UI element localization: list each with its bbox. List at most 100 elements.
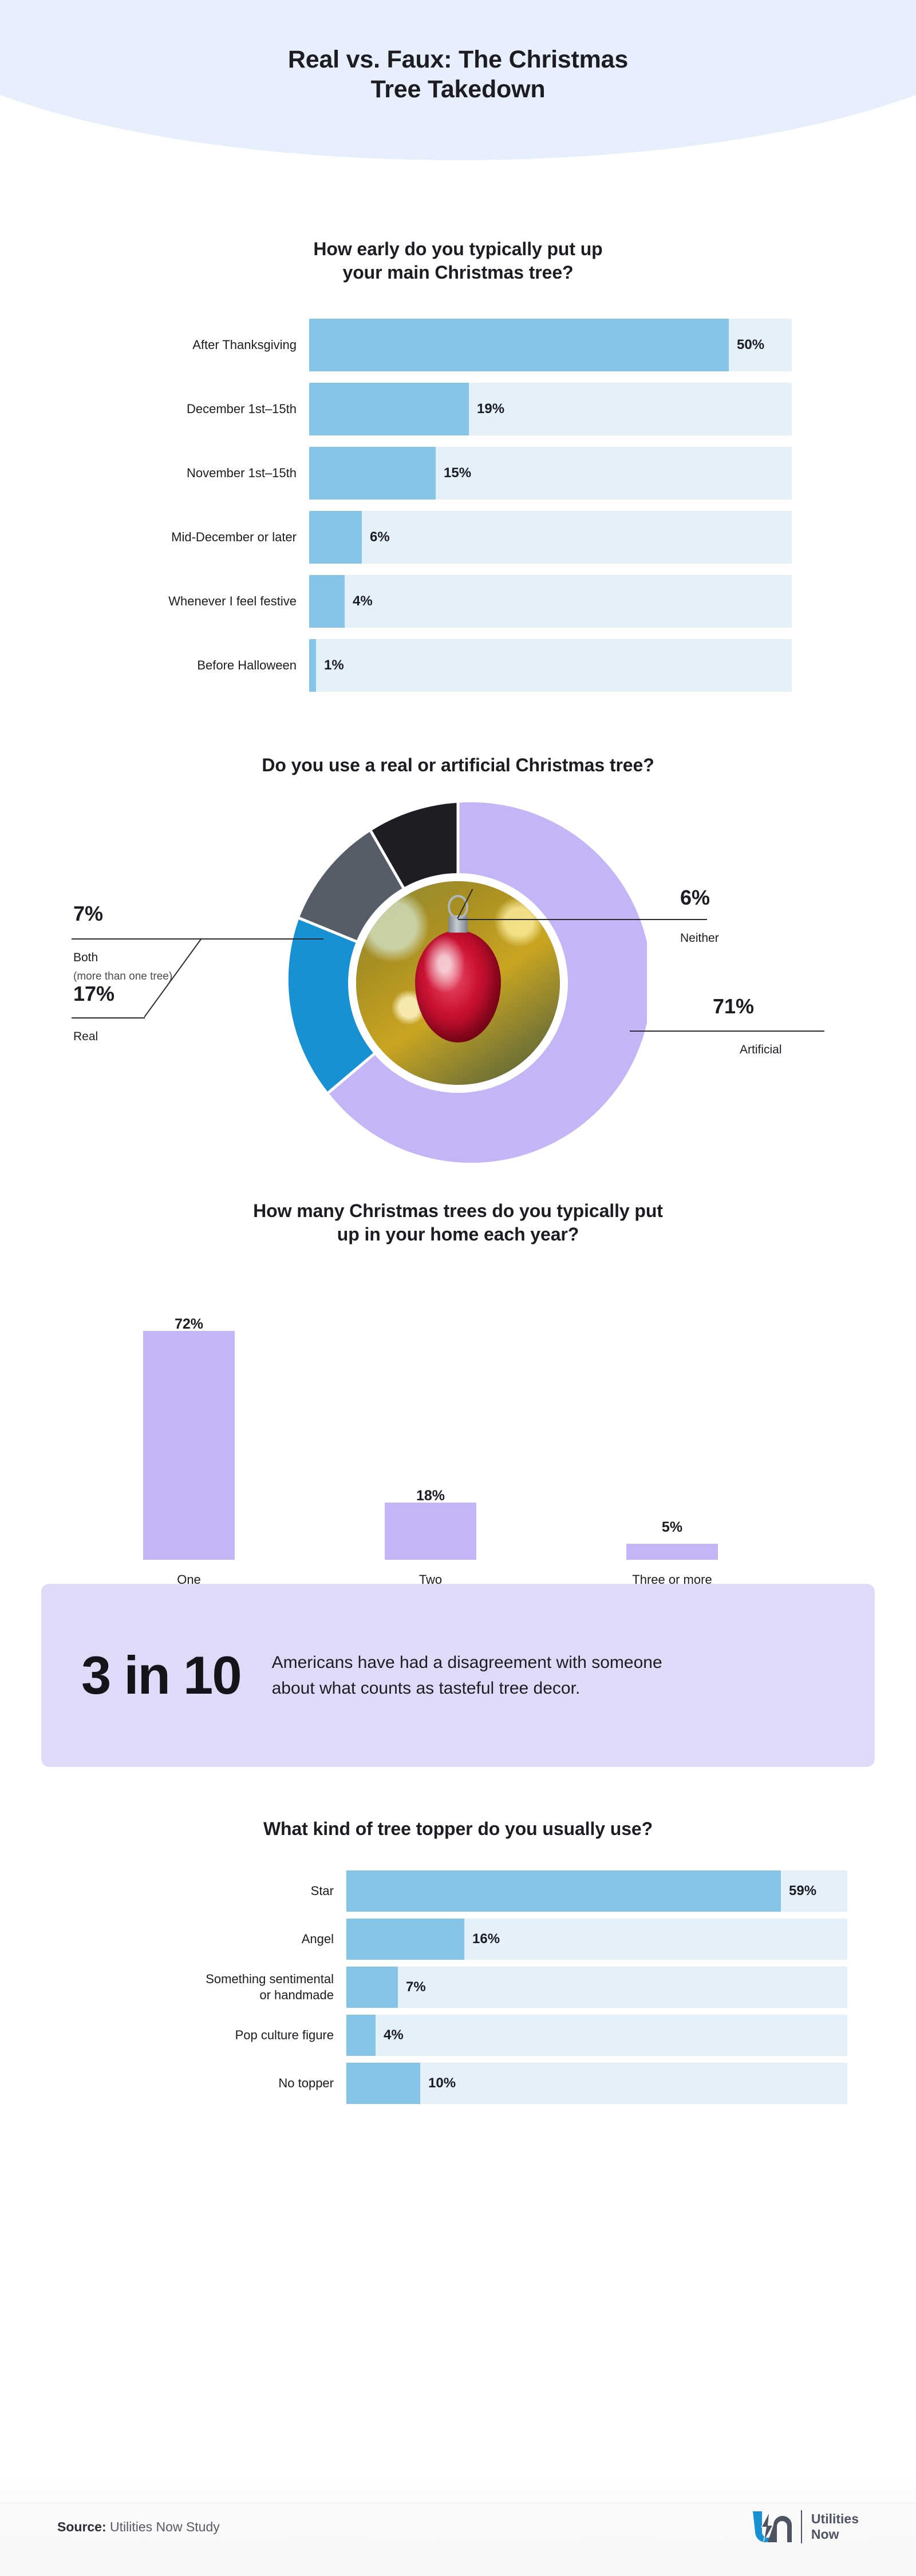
bar-track: 59%: [346, 1870, 847, 1912]
section-title-line-2: up in your home each year?: [337, 1223, 579, 1245]
table-row: November 1st–15th 15%: [0, 446, 916, 500]
bar-value: 7%: [406, 1979, 426, 1995]
bar-label: December 1st–15th: [187, 402, 297, 417]
chart-tree-timing: After Thanksgiving 50% December 1st–15th…: [0, 318, 916, 692]
bar-value: 18%: [416, 1487, 445, 1504]
source-attribution: Source: Utilities Now Study: [57, 2519, 220, 2535]
bar-track: 7%: [346, 1966, 847, 2008]
stat-callout-number: 3 in 10: [81, 1644, 242, 1705]
callout-artificial-rule: [630, 1030, 824, 1032]
chart-real-vs-artificial: 6% Neither 7% Both (more than one tree) …: [0, 777, 916, 1189]
bar-track: 4%: [309, 574, 792, 628]
callout-real-rule: [72, 1017, 145, 1018]
chart-tree-count: 72% One 18% Two 5% Three or more: [0, 1269, 916, 1590]
bar-value: 16%: [472, 1931, 500, 1947]
bar-value: 4%: [353, 593, 373, 609]
bar-value: 4%: [384, 2027, 404, 2043]
bar-fill: [309, 639, 316, 692]
bar-fill: [309, 382, 469, 435]
stat-callout-text: Americans have had a disagreement with s…: [271, 1652, 662, 1698]
bar-value: 5%: [661, 1519, 683, 1535]
callout-neither-label: Neither: [680, 931, 719, 945]
section-tree-timing: How early do you typically put up your m…: [0, 237, 916, 692]
bar-label-line-1: Something sentimental: [206, 1972, 334, 1987]
header-background-shape: [0, 0, 916, 160]
bar-value: 19%: [477, 401, 505, 417]
callout-both-value: 7%: [73, 901, 104, 925]
bar-label: November 1st–15th: [187, 466, 297, 481]
section-title-line-2: your main Christmas tree?: [342, 261, 574, 283]
source-value: Utilities Now Study: [106, 2519, 220, 2534]
bar-track: 1%: [309, 639, 792, 692]
bar-track: 4%: [346, 2014, 847, 2056]
stat-callout-box: 3 in 10 Americans have had a disagreemen…: [41, 1583, 875, 1767]
bar-track: 19%: [309, 382, 792, 435]
bar-label: After Thanksgiving: [192, 338, 297, 352]
bar-fill: [309, 510, 362, 564]
bar-fill: [346, 2062, 420, 2104]
bar-column-two: [385, 1502, 476, 1560]
bar-track: 6%: [309, 510, 792, 564]
bar-track: 50%: [309, 318, 792, 371]
section-title-tree-topper: What kind of tree topper do you usually …: [263, 1818, 653, 1839]
bar-value: 72%: [174, 1315, 204, 1332]
bar-label-line-2: or handmade: [259, 1987, 334, 2002]
bar-label: No topper: [278, 2075, 334, 2090]
donut-center-ornament-image: [356, 881, 560, 1085]
bar-fill: [346, 2014, 376, 2056]
callout-both-rule: [72, 938, 323, 940]
table-row: Before Halloween 1%: [0, 639, 916, 692]
page-header: Real vs. Faux: The Christmas Tree Takedo…: [0, 0, 916, 172]
bar-value: 15%: [444, 465, 472, 481]
section-title-line-1: How many Christmas trees do you typicall…: [253, 1200, 663, 1221]
callout-real-label: Real: [73, 1029, 98, 1043]
table-row: Angel 16%: [0, 1918, 916, 1960]
bar-fill: [346, 1870, 781, 1912]
section-title-tree-timing: How early do you typically put up your m…: [0, 237, 916, 284]
bar-label: Whenever I feel festive: [168, 594, 297, 609]
section-tree-topper: What kind of tree topper do you usually …: [0, 1817, 916, 2104]
bar-label: Something sentimental or handmade: [0, 1971, 346, 2003]
table-row: Pop culture figure 4%: [0, 2014, 916, 2056]
table-row: No topper 10%: [0, 2062, 916, 2104]
bar-value: 50%: [737, 336, 765, 352]
bar-category-label: One: [177, 1572, 201, 1587]
bar-label: Pop culture figure: [235, 2027, 334, 2042]
bar-value: 1%: [324, 657, 344, 673]
logo-wordmark: Utilities Now: [811, 2511, 859, 2542]
bar-value: 6%: [370, 529, 390, 545]
bar-value: 59%: [789, 1883, 817, 1899]
bar-label: Mid-December or later: [171, 530, 297, 545]
table-row: December 1st–15th 19%: [0, 382, 916, 435]
callout-artificial-label: Artificial: [740, 1043, 782, 1056]
logo-wordmark-line-2: Now: [811, 2527, 839, 2542]
logo-mark-icon: [751, 2510, 793, 2543]
table-row: Mid-December or later 6%: [0, 510, 916, 564]
section-tree-count: How many Christmas trees do you typicall…: [0, 1199, 916, 1590]
bar-fill: [346, 1966, 398, 2008]
logo-divider: [800, 2510, 802, 2543]
bar-track: 16%: [346, 1918, 847, 1960]
chart-tree-topper: Star 59% Angel 16% Something sentimental…: [0, 1870, 916, 2104]
bar-value: 10%: [428, 2075, 456, 2091]
page-title-line-1: Real vs. Faux: The Christmas: [287, 46, 629, 73]
logo-wordmark-line-1: Utilities: [811, 2511, 859, 2526]
bar-fill: [309, 574, 345, 628]
section-title-line-1: How early do you typically put up: [313, 239, 603, 259]
bar-fill: [309, 446, 436, 500]
section-real-vs-artificial: Do you use a real or artificial Christma…: [0, 754, 916, 1189]
section-title-real-vs-artificial: Do you use a real or artificial Christma…: [262, 754, 654, 775]
utilities-now-logo: Utilities Now: [751, 2510, 859, 2543]
bar-label: Before Halloween: [197, 658, 297, 673]
section-title-tree-count: How many Christmas trees do you typicall…: [0, 1199, 916, 1246]
callout-neither-rule: [458, 918, 707, 920]
page-title: Real vs. Faux: The Christmas Tree Takedo…: [0, 0, 916, 105]
bar-column-one: [143, 1330, 235, 1560]
table-row: Star 59%: [0, 1870, 916, 1912]
page-footer: Source: Utilities Now Study Utilities No…: [0, 2478, 916, 2576]
callout-real-value: 17%: [73, 981, 115, 1005]
table-row: Something sentimental or handmade 7%: [0, 1966, 916, 2008]
bar-column-three-or-more: [626, 1543, 718, 1560]
callout-both-label: Both: [73, 950, 98, 964]
callout-neither-value: 6%: [680, 885, 710, 909]
